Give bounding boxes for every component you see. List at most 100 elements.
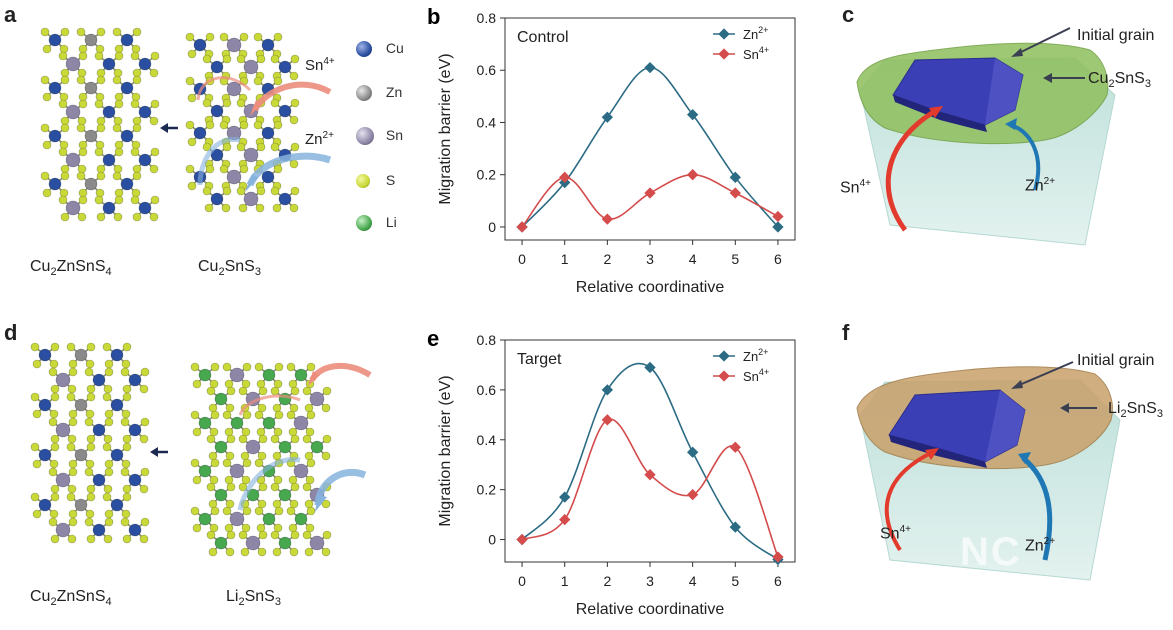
s-atom: [96, 212, 106, 222]
s-atom: [131, 140, 141, 150]
s-atom: [60, 75, 70, 85]
s-atom: [131, 92, 141, 102]
s-atom: [30, 392, 40, 402]
s-atom: [102, 442, 112, 452]
panel-d-structures: [30, 342, 372, 557]
s-atom: [94, 147, 104, 157]
s-atom: [67, 384, 77, 394]
s-atom: [236, 186, 246, 196]
s-atom: [121, 509, 131, 519]
s-atom: [270, 482, 280, 492]
s-atom: [85, 359, 95, 369]
s-atom: [104, 367, 114, 377]
legend-marker: [718, 28, 730, 40]
s-atom: [122, 442, 132, 452]
chart-title: Control: [517, 29, 569, 46]
sn-atom: [293, 415, 309, 431]
s-atom: [222, 98, 232, 108]
s-atom: [241, 475, 251, 485]
sn-atom: [243, 147, 259, 163]
zn2-ion-label-f: Zn2+: [1025, 536, 1056, 555]
s-atom: [204, 203, 214, 213]
s-atom: [149, 68, 159, 78]
s-atom: [122, 434, 132, 444]
s-atom: [270, 434, 280, 444]
s-atom: [321, 403, 331, 413]
s-atom: [238, 386, 248, 396]
s-atom: [305, 523, 315, 533]
zn2-ion-label-c: Zn2+: [1025, 176, 1056, 195]
s-atom: [139, 384, 149, 394]
s-atom: [185, 32, 195, 42]
s-atom: [86, 434, 96, 444]
li-atom: [278, 536, 292, 550]
data-point-sn: [729, 187, 741, 199]
s-atom: [256, 142, 266, 152]
s-atom: [242, 362, 252, 372]
s-atom: [187, 137, 197, 147]
zn-atom: [74, 398, 88, 412]
s-atom: [60, 27, 70, 37]
s-atom: [32, 359, 42, 369]
s-atom: [103, 484, 113, 494]
x-tick-label: 5: [731, 573, 739, 589]
s-atom: [96, 75, 106, 85]
s-atom: [273, 76, 283, 86]
s-atom: [192, 427, 202, 437]
s-atom: [50, 442, 60, 452]
s-atom: [225, 403, 235, 413]
s-atom: [132, 75, 142, 85]
cu-atom: [193, 126, 207, 140]
li-atom: [214, 440, 228, 454]
s-atom: [58, 147, 68, 157]
data-point-sn: [772, 551, 784, 563]
s-atom: [48, 367, 58, 377]
li-atom: [262, 368, 276, 382]
legend-marker: [718, 48, 730, 60]
s-atom: [60, 212, 70, 222]
s-atom: [113, 116, 123, 126]
sn-atom: [245, 535, 261, 551]
s-atom: [104, 509, 114, 519]
s-atom: [60, 171, 70, 181]
s-atom: [192, 523, 202, 533]
s-atom: [86, 384, 96, 394]
sn-atom: [55, 522, 71, 538]
s-atom: [68, 459, 78, 469]
s-atom: [210, 458, 220, 468]
left-arrow-icon: [150, 447, 168, 457]
cu-atom: [210, 192, 224, 206]
cu-atom: [138, 57, 152, 71]
s-atom: [210, 410, 220, 420]
s-atom: [290, 482, 300, 492]
s-atom: [286, 506, 296, 516]
li-atom: [278, 440, 292, 454]
cu-atom: [102, 201, 116, 215]
s-atom: [302, 530, 312, 540]
s-atom: [32, 509, 42, 519]
s-atom: [202, 54, 212, 64]
zn-atom: [74, 348, 88, 362]
s-atom: [239, 120, 249, 130]
s-atom: [59, 188, 69, 198]
s-atom: [225, 547, 235, 557]
sn-atom: [243, 59, 259, 75]
zn-arrow-icon-f: [1021, 456, 1053, 561]
s-atom: [130, 99, 140, 109]
cu-atom: [120, 177, 134, 191]
cu-atom: [110, 398, 124, 412]
li-atom: [294, 512, 308, 526]
s-atom: [270, 98, 280, 108]
s-atom: [322, 386, 332, 396]
s-atom: [302, 482, 312, 492]
s-atom: [236, 142, 246, 152]
li-atom: [262, 416, 276, 430]
s-atom: [76, 123, 86, 133]
legend-label-sn: Sn4+: [743, 45, 769, 62]
s-atom: [95, 140, 105, 150]
s-atom: [240, 547, 250, 557]
sn4-ion-label-f: Sn4+: [880, 524, 911, 543]
cu-atom: [102, 105, 116, 119]
s-atom: [86, 392, 96, 402]
initial-grain-label-f: Initial grain: [1077, 352, 1155, 369]
